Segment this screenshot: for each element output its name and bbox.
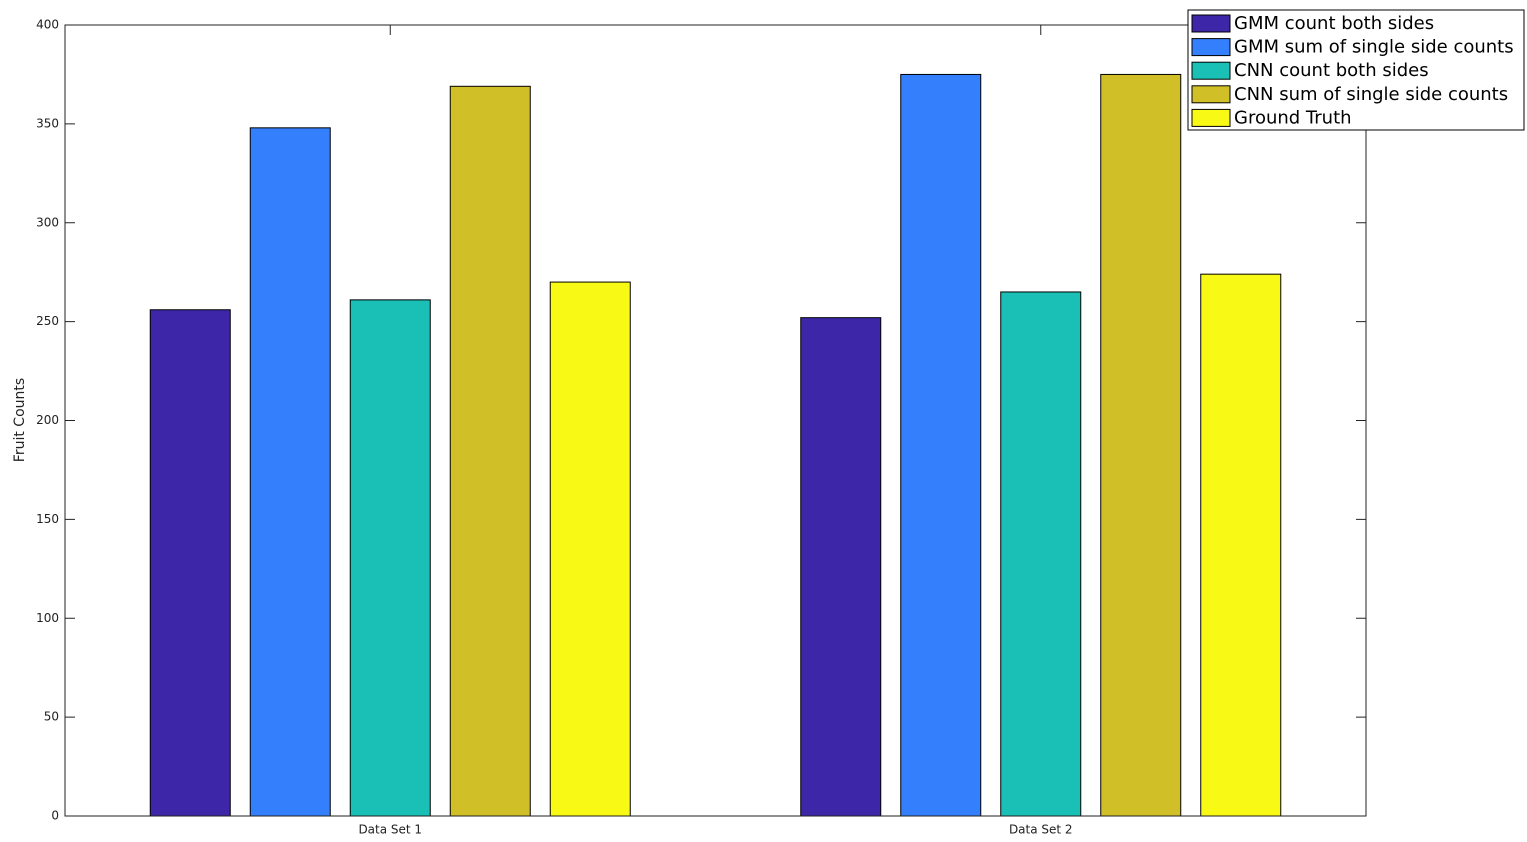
bar <box>149 309 231 817</box>
legend-label: CNN count both sides <box>1234 60 1429 81</box>
x-tick-label: Data Set 2 <box>1009 823 1073 837</box>
legend-label: GMM count both sides <box>1234 13 1434 34</box>
bar <box>249 127 331 817</box>
y-tick-label: 50 <box>44 710 59 724</box>
bar <box>449 85 531 817</box>
y-tick-label: 400 <box>36 18 59 32</box>
legend-box <box>1187 9 1525 131</box>
axes-box <box>64 24 1367 817</box>
legend-swatch <box>1191 108 1231 127</box>
legend-label: CNN sum of single side counts <box>1234 84 1508 105</box>
y-tick-label: 200 <box>36 413 59 427</box>
bar <box>1100 73 1182 817</box>
x-tick-label: Data Set 1 <box>358 823 422 837</box>
legend-label: Ground Truth <box>1234 107 1352 128</box>
legend-swatch <box>1191 61 1231 80</box>
legend-swatch <box>1191 38 1231 57</box>
y-tick-label: 150 <box>36 512 59 526</box>
bar <box>800 317 882 817</box>
y-axis-label: Fruit Counts <box>12 378 28 462</box>
legend-label: GMM sum of single side counts <box>1234 37 1514 58</box>
legend-swatch <box>1191 14 1231 33</box>
bar <box>349 299 431 817</box>
legend-swatch <box>1191 85 1231 104</box>
y-tick-label: 100 <box>36 611 59 625</box>
bar <box>1200 273 1282 817</box>
y-tick-label: 350 <box>36 116 59 130</box>
bar <box>900 73 982 817</box>
bar <box>1000 291 1082 817</box>
y-tick-label: 250 <box>36 314 59 328</box>
bar <box>549 281 631 817</box>
y-tick-label: 0 <box>51 809 59 823</box>
y-tick-label: 300 <box>36 215 59 229</box>
